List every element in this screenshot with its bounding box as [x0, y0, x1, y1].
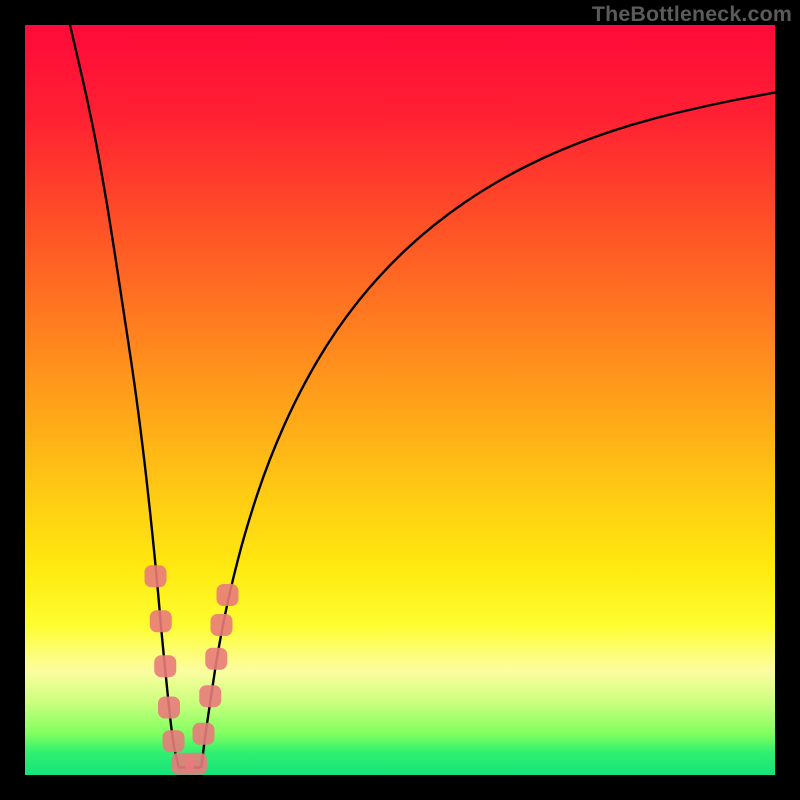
curve-right-branch [201, 93, 775, 768]
plot-area [25, 25, 775, 775]
curve-overlay [25, 25, 775, 775]
data-marker [211, 614, 233, 636]
data-marker [154, 655, 176, 677]
data-marker [205, 648, 227, 670]
data-marker [163, 730, 185, 752]
canvas-root: TheBottleneck.com [0, 0, 800, 800]
data-marker [150, 610, 172, 632]
data-marker [217, 584, 239, 606]
data-marker [199, 685, 221, 707]
data-marker [145, 565, 167, 587]
watermark-text: TheBottleneck.com [592, 2, 792, 27]
data-marker [185, 753, 207, 775]
data-marker [193, 723, 215, 745]
data-marker [158, 697, 180, 719]
